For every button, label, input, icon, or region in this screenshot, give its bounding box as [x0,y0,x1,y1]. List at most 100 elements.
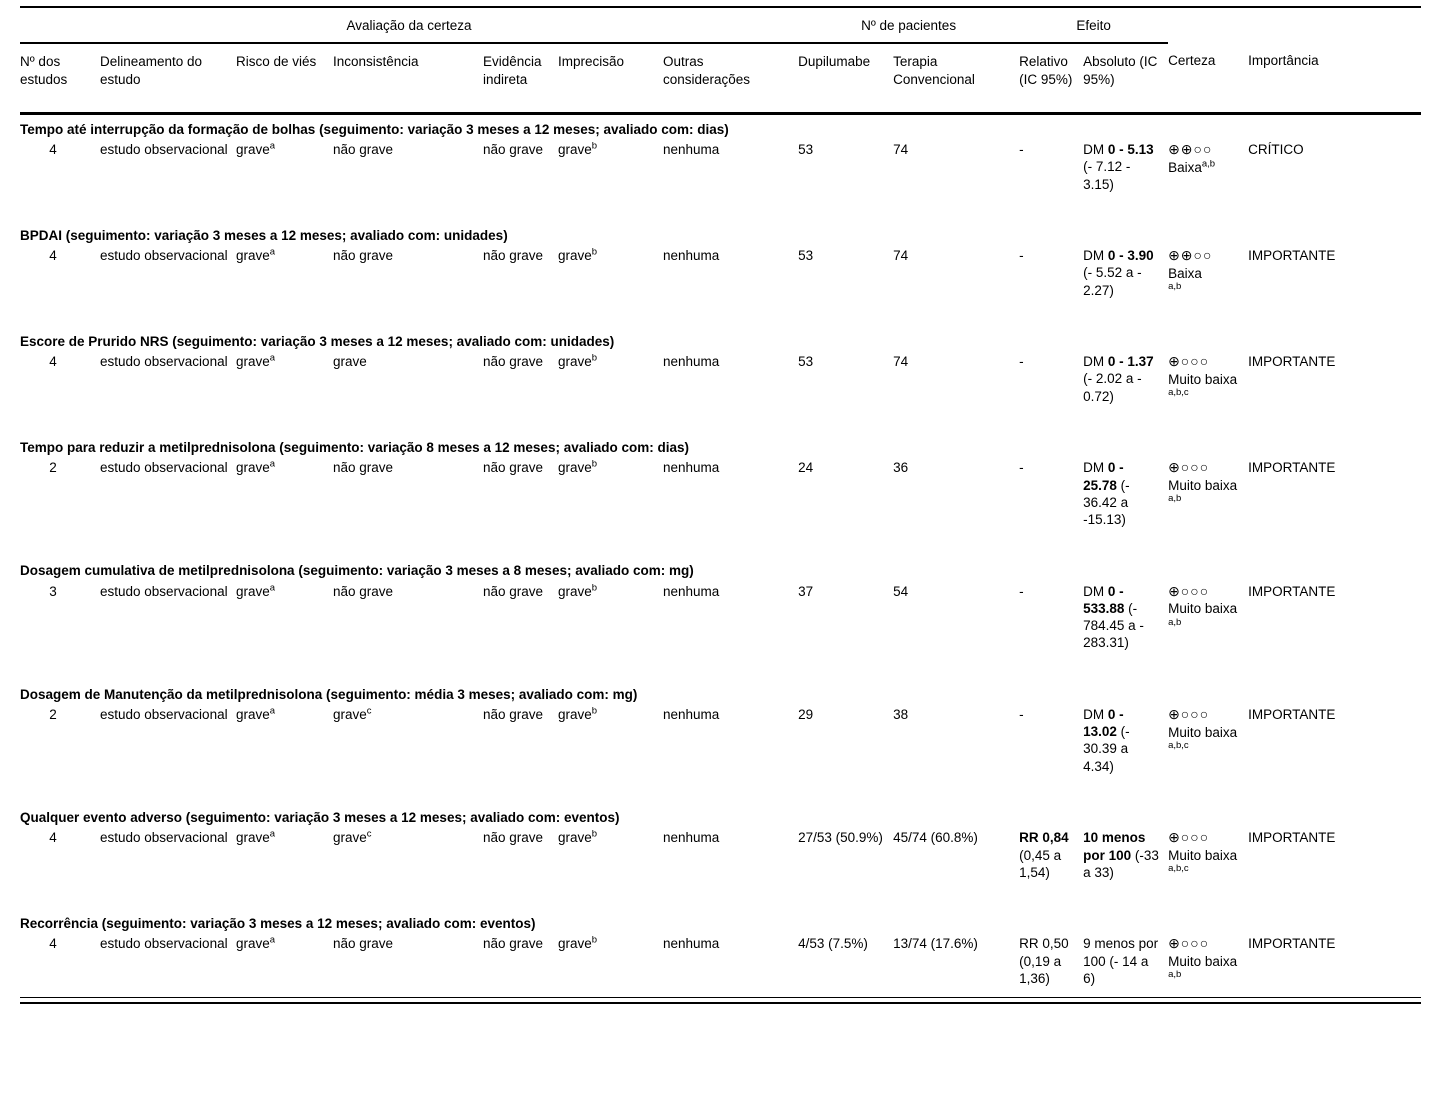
cell-other-considerations: nenhuma [663,354,720,370]
cell-indirectness: não grave [483,354,544,370]
col-header-imprecision: Imprecisão [558,43,663,115]
col-header-conventional-therapy: Terapia Convencional [893,43,1020,115]
outcome-data-row: 4 estudo observacional gravea não grave não … [20,139,1421,221]
cell-other-considerations: nenhuma [663,248,720,264]
col-header-risk-of-bias: Risco de viés [236,43,333,115]
col-header-other-considerations: Outras considerações [663,43,799,115]
cell-indirectness: não grave [483,460,544,476]
cell-risk-of-bias: gravea [236,828,276,846]
col-header-n-studies: Nº dos estudos [20,43,100,115]
cell-indirectness: não grave [483,583,544,599]
group-header-spacer-importance [1248,7,1421,43]
cell-imprecision: graveb [558,934,598,952]
cell-relative-effect: - [1019,583,1024,599]
cell-study-design: estudo observacional [100,936,228,952]
cell-dupilumab: 53 [798,248,814,264]
cell-inconsistency: gravec [333,828,372,846]
col-header-study-design: Delineamento do estudo [100,43,236,115]
cell-conventional-therapy: 38 [893,706,909,722]
outcome-data-row: 4 estudo observacional gravea não grave não … [20,245,1421,327]
outcome-title: Dosagem cumulativa de metilprednisolona … [20,563,694,579]
cell-conventional-therapy: 74 [893,248,909,264]
cell-study-design: estudo observacional [100,248,228,264]
cell-n-studies: 4 [49,936,57,952]
cell-study-design: estudo observacional [100,706,228,722]
cell-importance: IMPORTANTE [1248,583,1336,599]
outcome-section-title-row: Dosagem cumulativa de metilprednisolona … [20,556,1421,580]
certainty-symbols: ⊕○○○ [1168,705,1210,722]
col-header-certainty: Certeza [1168,43,1249,115]
outcome-section-title-row: Tempo para reduzir a metilprednisolona (… [20,433,1421,457]
cell-n-studies: 4 [49,142,57,158]
col-header-relative-ci: Relativo (IC 95%) [1019,43,1084,115]
cell-importance: IMPORTANTE [1248,830,1336,846]
certainty-symbols: ⊕○○○ [1168,459,1210,476]
cell-dupilumab: 29 [798,706,814,722]
col-header-absolute-ci: Absoluto (IC 95%) [1083,43,1169,115]
cell-risk-of-bias: gravea [236,246,276,264]
cell-study-design: estudo observacional [100,830,228,846]
cell-inconsistency: não grave [333,460,394,476]
col-header-inconsistency: Inconsistência [333,43,483,115]
cell-conventional-therapy: 54 [893,583,909,599]
cell-n-studies: 4 [49,354,57,370]
col-header-indirectness: Evidência indireta [483,43,558,115]
group-header-n-patients: Nº de pacientes [798,7,1020,45]
certainty-symbols: ⊕○○○ [1168,353,1210,370]
cell-other-considerations: nenhuma [663,583,720,599]
cell-other-considerations: nenhuma [663,830,720,846]
cell-absolute-effect: DM 0 - 13.02 (- 30.39 a 4.34) [1083,706,1130,774]
outcome-title: Tempo até interrupção da formação de bol… [20,121,729,137]
outcome-section-title-row: Recorrência (seguimento: variação 3 mese… [20,909,1421,933]
cell-n-studies: 4 [49,248,57,264]
outcome-title: Qualquer evento adverso (seguimento: var… [20,809,620,825]
outcome-title: Dosagem de Manutenção da metilprednisolo… [20,686,638,702]
cell-relative-effect: RR 0,50 (0,19 a 1,36) [1019,936,1069,986]
grade-evidence-table: Avaliação da certeza Nº de pacientes Efe… [20,6,1422,997]
cell-inconsistency: grave [333,354,367,370]
outcome-section-title-row: Qualquer evento adverso (seguimento: var… [20,803,1421,827]
cell-risk-of-bias: gravea [236,934,276,952]
cell-relative-effect: - [1019,354,1024,370]
outcome-title: BPDAI (seguimento: variação 3 meses a 12… [20,227,508,243]
cell-relative-effect: - [1019,460,1024,476]
cell-imprecision: graveb [558,246,598,264]
cell-conventional-therapy: 74 [893,142,909,158]
cell-absolute-effect: 10 menos por 100 (-33 a 33) [1083,830,1159,880]
column-header-row: Nº dos estudos Delineamento do estudo Ri… [20,43,1422,115]
cell-absolute-effect: DM 0 - 1.37 (- 2.02 a - 0.72) [1083,354,1154,404]
cell-study-design: estudo observacional [100,583,228,599]
cell-dupilumab: 37 [798,583,814,599]
cell-importance: CRÍTICO [1248,142,1304,158]
cell-risk-of-bias: gravea [236,582,276,599]
outcome-section-title-row: Tempo até interrupção da formação de bol… [20,113,1421,139]
outcome-data-row: 2 estudo observacional gravea não grave não … [20,457,1421,556]
cell-relative-effect: - [1019,706,1024,722]
cell-imprecision: graveb [558,705,598,722]
table-body: Tempo até interrupção da formação de bol… [20,113,1421,997]
cell-importance: IMPORTANTE [1248,936,1336,952]
cell-risk-of-bias: gravea [236,458,276,476]
cell-importance: IMPORTANTE [1248,460,1336,476]
outcome-title: Tempo para reduzir a metilprednisolona (… [20,439,689,455]
outcome-title: Recorrência (seguimento: variação 3 mese… [20,916,536,932]
cell-indirectness: não grave [483,830,544,846]
cell-certainty: ⊕○○○ Muito baixa a,b,c [1168,829,1238,875]
col-header-importance: Importância [1248,43,1422,115]
cell-n-studies: 2 [49,706,57,722]
cell-certainty: ⊕○○○ Muito baixa a,b,c [1168,353,1238,399]
cell-study-design: estudo observacional [100,354,228,370]
outcome-data-row: 4 estudo observacional gravea grave não grav… [20,351,1421,433]
cell-absolute-effect: DM 0 - 533.88 (- 784.45 a - 283.31) [1083,583,1144,651]
cell-certainty: ⊕○○○ Muito baixa a,b [1168,582,1238,628]
cell-conventional-therapy: 45/74 (60.8%) [893,830,978,846]
cell-inconsistency: não grave [333,248,394,264]
outcome-data-row: 2 estudo observacional gravea gravec não gra… [20,704,1421,803]
cell-importance: IMPORTANTE [1248,354,1336,370]
outcome-section-title-row: BPDAI (seguimento: variação 3 meses a 12… [20,221,1421,245]
cell-dupilumab: 24 [798,460,814,476]
group-header-effect: Efeito [1019,7,1169,45]
cell-inconsistency: não grave [333,583,394,599]
certainty-symbols: ⊕○○○ [1168,935,1210,952]
